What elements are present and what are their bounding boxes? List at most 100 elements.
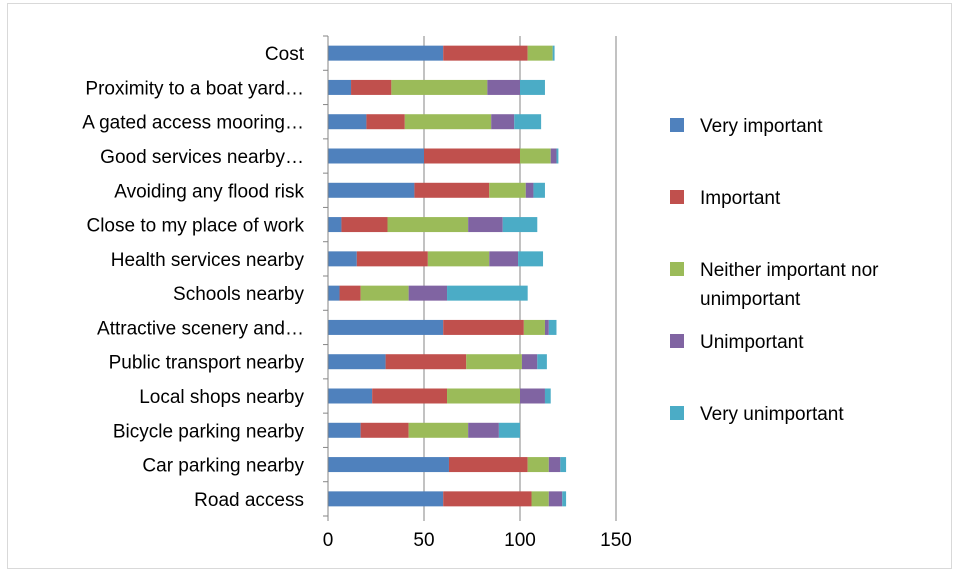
bar-segment-13-1 bbox=[328, 457, 449, 473]
tick-labels: 0 50 100 150 bbox=[323, 530, 632, 551]
bar-segment-1-1 bbox=[328, 45, 444, 61]
bar-segment-2-1 bbox=[328, 79, 352, 95]
category-label-4: Good services nearby… bbox=[100, 147, 304, 168]
bar-segment-2-3 bbox=[391, 79, 488, 95]
category-label-3: A gated access mooring… bbox=[82, 113, 304, 134]
bar-segment-12-5 bbox=[498, 422, 520, 438]
bar-segment-9-4 bbox=[544, 319, 549, 335]
bar-segment-1-2 bbox=[443, 45, 528, 61]
legend-swatch-2 bbox=[670, 190, 684, 204]
bar-segment-13-4 bbox=[548, 457, 561, 473]
bar-segment-6-2 bbox=[341, 217, 388, 233]
bar-segment-7-3 bbox=[427, 251, 490, 267]
legend-label-3: unimportant bbox=[700, 289, 801, 310]
bar-segment-5-4 bbox=[525, 182, 534, 198]
bar-segment-7-4 bbox=[489, 251, 519, 267]
bar-segment-2-2 bbox=[351, 79, 392, 95]
bar-segment-3-3 bbox=[404, 114, 492, 130]
bar-segment-7-5 bbox=[518, 251, 544, 267]
bar-segment-7-2 bbox=[356, 251, 428, 267]
bar-segment-11-3 bbox=[447, 388, 520, 404]
bar-segment-10-4 bbox=[521, 354, 538, 370]
bar-segment-10-1 bbox=[328, 354, 386, 370]
bar-segment-5-1 bbox=[328, 182, 415, 198]
category-label-5: Avoiding any flood risk bbox=[114, 181, 304, 202]
bar-segment-2-4 bbox=[487, 79, 520, 95]
category-label-11: Local shops nearby bbox=[139, 387, 304, 408]
bar-segment-6-5 bbox=[502, 217, 538, 233]
legend-label-1: Very important bbox=[700, 116, 823, 137]
bar-segment-11-1 bbox=[328, 388, 373, 404]
bar-segment-8-4 bbox=[408, 285, 448, 301]
legend-swatch-5 bbox=[670, 406, 684, 420]
legend-label-5: Very unimportant bbox=[700, 404, 844, 425]
bar-segment-6-4 bbox=[468, 217, 503, 233]
bar-segment-4-2 bbox=[424, 148, 520, 164]
bar-segment-12-1 bbox=[328, 422, 361, 438]
bar-segment-5-2 bbox=[414, 182, 490, 198]
bars bbox=[328, 45, 567, 507]
category-label-2: Proximity to a boat yard… bbox=[85, 78, 304, 99]
tick-label-150: 150 bbox=[600, 530, 632, 551]
bar-segment-8-5 bbox=[447, 285, 528, 301]
bar-segment-4-4 bbox=[550, 148, 557, 164]
bar-segment-8-2 bbox=[339, 285, 361, 301]
bar-segment-4-5 bbox=[556, 148, 559, 164]
bar-segment-13-5 bbox=[560, 457, 567, 473]
bar-segment-11-5 bbox=[544, 388, 551, 404]
bar-segment-12-4 bbox=[468, 422, 499, 438]
bar-segment-3-2 bbox=[366, 114, 405, 130]
axis bbox=[323, 35, 617, 521]
legend-label-2: Important bbox=[700, 188, 781, 209]
bar-segment-14-5 bbox=[562, 491, 567, 507]
bar-segment-5-3 bbox=[489, 182, 526, 198]
bar-segment-8-1 bbox=[328, 285, 340, 301]
category-label-8: Schools nearby bbox=[173, 284, 304, 305]
bar-segment-3-4 bbox=[491, 114, 515, 130]
bar-segment-7-1 bbox=[328, 251, 357, 267]
legend-swatch-1 bbox=[670, 118, 684, 132]
legend-swatch-4 bbox=[670, 334, 684, 348]
bar-segment-12-3 bbox=[408, 422, 469, 438]
bar-segment-9-5 bbox=[548, 319, 557, 335]
category-label-9: Attractive scenery and… bbox=[97, 318, 304, 339]
bar-segment-14-1 bbox=[328, 491, 444, 507]
bar-segment-3-1 bbox=[328, 114, 367, 130]
bar-segment-6-3 bbox=[387, 217, 469, 233]
legend: Very important Important Neither important… bbox=[670, 116, 879, 425]
bar-segment-1-3 bbox=[527, 45, 553, 61]
bar-segment-9-3 bbox=[523, 319, 545, 335]
bar-segment-10-2 bbox=[385, 354, 467, 370]
legend-swatch-3 bbox=[670, 262, 684, 276]
bar-segment-13-2 bbox=[448, 457, 528, 473]
bar-segment-2-5 bbox=[520, 79, 545, 95]
bar-segment-4-3 bbox=[520, 148, 551, 164]
tick-label-50: 50 bbox=[413, 530, 434, 551]
tick-label-0: 0 bbox=[323, 530, 334, 551]
bar-segment-6-1 bbox=[328, 217, 342, 233]
bar-segment-9-1 bbox=[328, 319, 444, 335]
bar-segment-10-3 bbox=[466, 354, 522, 370]
bar-segment-1-5 bbox=[552, 45, 555, 61]
gridlines bbox=[423, 36, 617, 516]
bar-segment-4-1 bbox=[328, 148, 424, 164]
category-labels: Cost Proximity to a boat yard… A gated acc… bbox=[82, 44, 305, 511]
bar-segment-3-5 bbox=[514, 114, 542, 130]
bar-segment-14-4 bbox=[548, 491, 563, 507]
bar-segment-11-2 bbox=[372, 388, 448, 404]
bar-segment-13-3 bbox=[527, 457, 549, 473]
bar-segment-14-2 bbox=[443, 491, 532, 507]
legend-label-4: Unimportant bbox=[700, 332, 804, 353]
bar-segment-12-2 bbox=[360, 422, 409, 438]
bar-segment-5-5 bbox=[533, 182, 545, 198]
bar-segment-9-2 bbox=[443, 319, 524, 335]
category-label-10: Public transport nearby bbox=[109, 353, 305, 374]
category-label-13: Car parking nearby bbox=[142, 456, 304, 477]
category-label-12: Bicycle parking nearby bbox=[113, 421, 305, 442]
bar-segment-14-3 bbox=[531, 491, 549, 507]
category-label-14: Road access bbox=[194, 490, 304, 511]
bar-segment-8-3 bbox=[360, 285, 409, 301]
category-label-1: Cost bbox=[265, 44, 305, 65]
category-label-6: Close to my place of work bbox=[86, 216, 304, 237]
